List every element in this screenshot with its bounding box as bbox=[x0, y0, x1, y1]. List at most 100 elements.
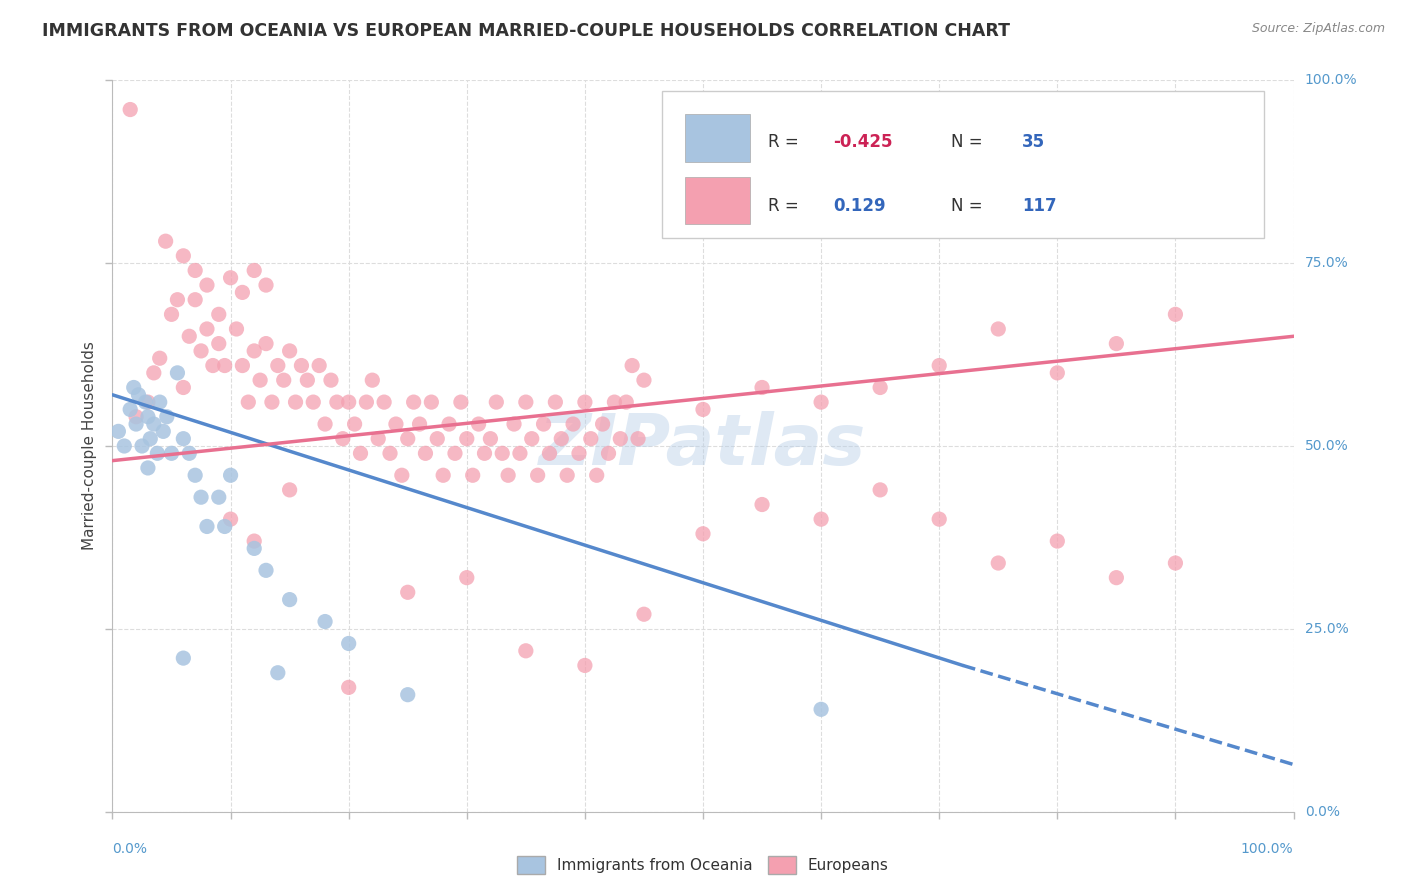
Point bbox=[127, 388, 149, 402]
Point bbox=[349, 446, 371, 460]
Point bbox=[456, 571, 478, 585]
Point bbox=[568, 446, 591, 460]
Text: R =: R = bbox=[768, 197, 804, 215]
Point bbox=[243, 534, 266, 549]
Point bbox=[231, 285, 253, 300]
Point bbox=[152, 425, 174, 439]
Point bbox=[396, 688, 419, 702]
Point bbox=[166, 366, 188, 380]
Text: 100.0%: 100.0% bbox=[1305, 73, 1357, 87]
Point bbox=[579, 432, 602, 446]
Point bbox=[526, 468, 548, 483]
Text: 0.0%: 0.0% bbox=[112, 842, 148, 856]
Point bbox=[544, 395, 567, 409]
Text: ZIPatlas: ZIPatlas bbox=[540, 411, 866, 481]
Point bbox=[396, 432, 419, 446]
Point bbox=[160, 446, 183, 460]
Point bbox=[243, 263, 266, 277]
Point bbox=[172, 380, 194, 394]
Point bbox=[503, 417, 526, 431]
Text: 35: 35 bbox=[1022, 133, 1045, 151]
Point bbox=[1046, 366, 1069, 380]
Point bbox=[450, 395, 472, 409]
Point bbox=[396, 585, 419, 599]
Point bbox=[190, 490, 212, 504]
Point bbox=[461, 468, 484, 483]
Point bbox=[136, 395, 159, 409]
Point bbox=[254, 336, 277, 351]
Point bbox=[166, 293, 188, 307]
Text: 0.0%: 0.0% bbox=[1305, 805, 1340, 819]
Point bbox=[267, 359, 290, 373]
Point bbox=[474, 446, 496, 460]
Point bbox=[337, 681, 360, 695]
Point bbox=[385, 417, 408, 431]
Point bbox=[432, 468, 454, 483]
Point bbox=[214, 519, 236, 533]
Text: IMMIGRANTS FROM OCEANIA VS EUROPEAN MARRIED-COUPLE HOUSEHOLDS CORRELATION CHART: IMMIGRANTS FROM OCEANIA VS EUROPEAN MARR… bbox=[42, 22, 1010, 40]
Point bbox=[550, 432, 572, 446]
Point bbox=[1105, 336, 1128, 351]
Point bbox=[337, 636, 360, 650]
Point bbox=[254, 563, 277, 577]
Point bbox=[172, 432, 194, 446]
Point bbox=[136, 409, 159, 424]
Text: 50.0%: 50.0% bbox=[1305, 439, 1348, 453]
Point bbox=[378, 446, 401, 460]
Point bbox=[928, 512, 950, 526]
Point bbox=[172, 249, 194, 263]
Point bbox=[135, 395, 157, 409]
Point bbox=[195, 519, 218, 533]
Point bbox=[219, 468, 242, 483]
Point bbox=[1046, 534, 1069, 549]
Text: 100.0%: 100.0% bbox=[1241, 842, 1294, 856]
Point bbox=[574, 658, 596, 673]
Point bbox=[243, 541, 266, 556]
Point bbox=[231, 359, 253, 373]
Point bbox=[555, 468, 578, 483]
Point bbox=[1164, 556, 1187, 570]
Point bbox=[208, 490, 231, 504]
Point bbox=[273, 373, 295, 387]
Point bbox=[520, 432, 543, 446]
Point bbox=[214, 359, 236, 373]
Point bbox=[444, 446, 467, 460]
Point bbox=[142, 366, 165, 380]
Point bbox=[149, 351, 172, 366]
Point bbox=[343, 417, 366, 431]
Point bbox=[479, 432, 502, 446]
Text: 117: 117 bbox=[1022, 197, 1056, 215]
Point bbox=[509, 446, 531, 460]
Point bbox=[319, 373, 342, 387]
Point bbox=[574, 395, 596, 409]
Point bbox=[420, 395, 443, 409]
Point bbox=[184, 293, 207, 307]
Point bbox=[467, 417, 489, 431]
Point bbox=[456, 432, 478, 446]
Point bbox=[201, 359, 224, 373]
Point bbox=[297, 373, 319, 387]
Point bbox=[208, 336, 231, 351]
Point bbox=[278, 592, 301, 607]
Point bbox=[408, 417, 430, 431]
Point bbox=[810, 395, 832, 409]
Point bbox=[184, 468, 207, 483]
FancyBboxPatch shape bbox=[685, 177, 751, 224]
Text: 25.0%: 25.0% bbox=[1305, 622, 1348, 636]
Point bbox=[609, 432, 631, 446]
Point bbox=[184, 263, 207, 277]
Point bbox=[515, 395, 537, 409]
Point bbox=[496, 468, 519, 483]
Point bbox=[179, 446, 201, 460]
Point bbox=[195, 278, 218, 293]
Point bbox=[136, 461, 159, 475]
Point bbox=[810, 702, 832, 716]
Text: 0.129: 0.129 bbox=[832, 197, 886, 215]
Point bbox=[391, 468, 413, 483]
Point bbox=[149, 395, 172, 409]
Point bbox=[869, 483, 891, 497]
Point bbox=[426, 432, 449, 446]
Point bbox=[1223, 103, 1246, 117]
Point bbox=[125, 409, 148, 424]
Text: Source: ZipAtlas.com: Source: ZipAtlas.com bbox=[1251, 22, 1385, 36]
